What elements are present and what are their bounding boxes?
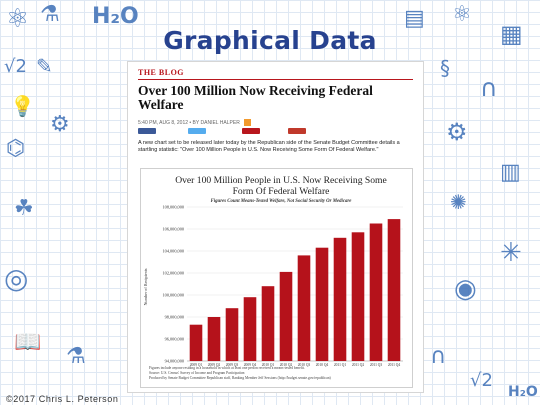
- flask-icon: ⚗: [40, 2, 60, 27]
- chart-footnote-3: Produced by Senate Budget Committee Repu…: [149, 376, 332, 381]
- y-tick-label: 94,000,000: [165, 359, 184, 365]
- chart-bar: [243, 297, 257, 361]
- x-tick-label: 2009 Q3: [226, 363, 239, 367]
- chart-title-line-1: Over 100 Million People in U.S. Now Rece…: [175, 175, 387, 186]
- chart-bar: [207, 317, 221, 361]
- chart-bar: [369, 223, 383, 361]
- chart-bar: [387, 219, 401, 361]
- chart-subtitle: Figures Count Means-Tested Welfare, Not …: [211, 199, 353, 204]
- x-tick-label: 2010 Q4: [316, 363, 329, 367]
- welfare-chart: Over 100 Million People in U.S. Now Rece…: [140, 168, 413, 388]
- x-tick-label: 2009 Q2: [208, 363, 221, 367]
- gear-icon: ⚙: [50, 112, 70, 137]
- ruler-icon: ▥: [500, 160, 521, 185]
- chart-bar: [333, 237, 347, 361]
- chart-bar: [315, 247, 329, 361]
- slide-title: Graphical Data: [163, 26, 377, 55]
- plant-icon: ☘: [14, 196, 34, 221]
- beaker-icon: ⚗: [66, 344, 86, 369]
- article-byline: 5:40 PM, AUG 8, 2012 • BY DANIEL HALPER: [138, 119, 252, 126]
- blog-section-label: THE BLOG: [138, 68, 185, 77]
- article-intro: A new chart set to be released later tod…: [138, 140, 400, 153]
- x-tick-label: 2009 Q4: [244, 363, 257, 367]
- copyright-notice: ©2017 Chris L. Peterson: [6, 394, 119, 404]
- chart-bar: [351, 232, 365, 361]
- x-tick-label: 2011 Q2: [352, 363, 365, 367]
- magnet-icon: ∩: [430, 344, 447, 369]
- email-share-icon[interactable]: [242, 128, 260, 134]
- atom-icon: ⚛: [452, 2, 472, 27]
- x-tick-label: 2010 Q1: [262, 363, 275, 367]
- atom-icon: ⚛: [6, 4, 30, 34]
- x-tick-label: 2010 Q2: [280, 363, 293, 367]
- chart-bar: [297, 255, 311, 361]
- rss-icon[interactable]: [244, 119, 252, 126]
- chart-footnote-1: Figures include anyone residing in a hou…: [149, 366, 305, 370]
- sqrt-formula-icon: √2: [4, 56, 27, 77]
- book-icon: 📖: [14, 330, 42, 355]
- h2o-formula-icon: H₂O: [508, 384, 538, 400]
- headline-line-2: Welfare: [138, 97, 184, 112]
- sqrt-formula-icon: √2: [470, 370, 493, 391]
- y-tick-label: 100,000,000: [163, 293, 184, 299]
- notebook-icon: ▤: [404, 6, 425, 31]
- share-toolbar: [138, 127, 413, 137]
- chart-bar: [189, 324, 203, 361]
- x-tick-label: 2010 Q3: [298, 363, 311, 367]
- molecule-icon: ⌬: [6, 136, 26, 161]
- y-tick-label: 98,000,000: [165, 315, 184, 321]
- chart-bar: [261, 286, 275, 361]
- x-tick-label: 2009 Q1: [190, 363, 203, 367]
- twitter-share-icon[interactable]: [188, 128, 206, 134]
- globe-icon: ◉: [454, 274, 477, 304]
- x-tick-label: 2011 Q1: [334, 363, 347, 367]
- facebook-share-icon[interactable]: [138, 128, 156, 134]
- chart-svg: Over 100 Million People in U.S. Now Rece…: [143, 175, 403, 381]
- y-tick-label: 96,000,000: [165, 337, 184, 343]
- x-tick-label: 2011 Q4: [388, 363, 401, 367]
- lightbulb-icon: ✺: [450, 190, 467, 214]
- pencil-icon: ✎: [36, 54, 53, 78]
- dna-icon: §: [440, 56, 450, 80]
- notebook-icon: ▦: [500, 20, 523, 48]
- print-share-icon[interactable]: [288, 128, 306, 134]
- x-tick-label: 2011 Q3: [370, 363, 383, 367]
- headline-line-1: Over 100 Million Now Receiving Federal: [138, 83, 373, 98]
- magnet-icon: ∩: [480, 74, 498, 102]
- article-headline[interactable]: Over 100 Million Now Receiving Federal W…: [138, 84, 408, 112]
- globe-icon: ◎: [4, 262, 29, 295]
- article-screenshot: THE BLOG Over 100 Million Now Receiving …: [128, 62, 423, 392]
- y-tick-label: 104,000,000: [163, 249, 184, 255]
- byline-text: 5:40 PM, AUG 8, 2012 • BY DANIEL HALPER: [138, 119, 240, 126]
- chart-bar: [225, 308, 239, 361]
- gear-icon: ⚙: [446, 118, 468, 146]
- y-tick-label: 102,000,000: [163, 271, 184, 277]
- plant-icon: ✳: [500, 238, 522, 268]
- chart-y-axis-label: Number of Recipients: [143, 268, 148, 305]
- chart-footnote-2: Source: U.S. Census' Survey of Income an…: [149, 371, 245, 375]
- y-tick-label: 106,000,000: [163, 227, 184, 233]
- lightbulb-icon: 💡: [10, 94, 35, 118]
- chart-title-line-2: Form Of Federal Welfare: [233, 186, 330, 197]
- section-rule: [138, 79, 413, 80]
- h2o-formula-icon: H₂O: [92, 4, 139, 29]
- y-tick-label: 108,000,000: [163, 205, 184, 211]
- chart-bar: [279, 271, 293, 361]
